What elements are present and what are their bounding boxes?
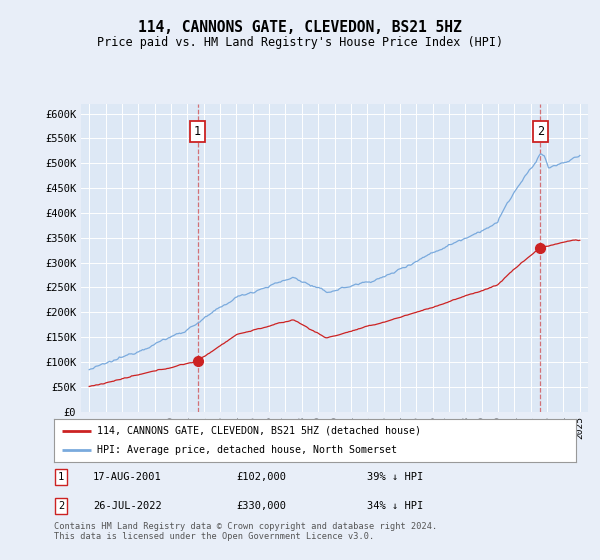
Text: 26-JUL-2022: 26-JUL-2022: [93, 501, 162, 511]
Text: 1: 1: [58, 472, 64, 482]
Text: 1: 1: [194, 125, 201, 138]
Text: 2: 2: [536, 125, 544, 138]
Text: £330,000: £330,000: [236, 501, 287, 511]
Text: Contains HM Land Registry data © Crown copyright and database right 2024.
This d: Contains HM Land Registry data © Crown c…: [54, 522, 437, 542]
Text: £102,000: £102,000: [236, 472, 287, 482]
Text: 39% ↓ HPI: 39% ↓ HPI: [367, 472, 424, 482]
Text: HPI: Average price, detached house, North Somerset: HPI: Average price, detached house, Nort…: [97, 445, 397, 455]
Text: 2: 2: [58, 501, 64, 511]
Text: 114, CANNONS GATE, CLEVEDON, BS21 5HZ (detached house): 114, CANNONS GATE, CLEVEDON, BS21 5HZ (d…: [97, 426, 421, 436]
Text: Price paid vs. HM Land Registry's House Price Index (HPI): Price paid vs. HM Land Registry's House …: [97, 36, 503, 49]
Text: 34% ↓ HPI: 34% ↓ HPI: [367, 501, 424, 511]
Text: 114, CANNONS GATE, CLEVEDON, BS21 5HZ: 114, CANNONS GATE, CLEVEDON, BS21 5HZ: [138, 20, 462, 35]
Text: 17-AUG-2001: 17-AUG-2001: [93, 472, 162, 482]
